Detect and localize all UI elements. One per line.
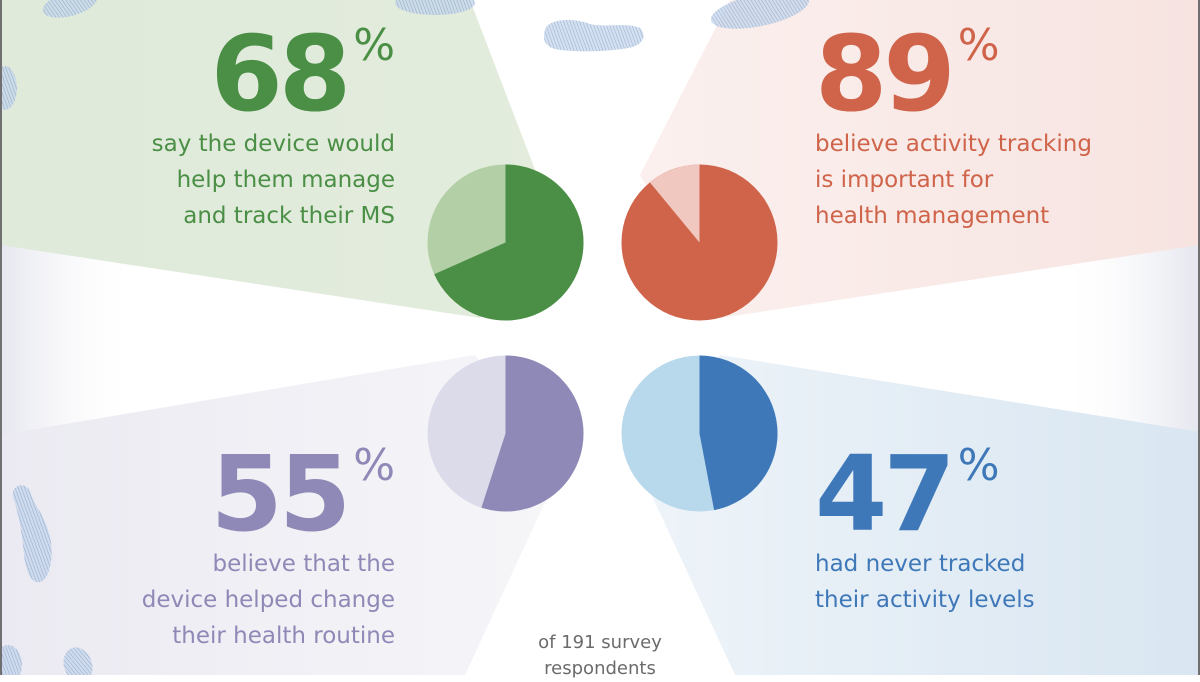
stat-block-purple: 55% believe that the device helped chang…	[120, 442, 395, 654]
survey-footnote: of 191 survey respondents	[538, 632, 662, 679]
stat-block-blue: 47% had never tracked their activity lev…	[815, 442, 1115, 618]
stat-description: had never tracked their activity levels	[815, 551, 1035, 613]
stat-description: believe activity tracking is important f…	[815, 131, 1092, 229]
pie-chart-blue	[621, 355, 778, 512]
pie-slice-green-value	[434, 164, 584, 321]
stat-number: 55	[210, 433, 351, 555]
stat-number: 47	[815, 433, 956, 555]
stat-block-green: 68% say the device would help them manag…	[140, 22, 395, 234]
stat-description: say the device would help them manage an…	[151, 131, 395, 229]
right-border	[1198, 0, 1200, 675]
pie-chart-red	[621, 164, 778, 321]
stat-block-red: 89% believe activity tracking is importa…	[815, 22, 1115, 234]
stat-number: 68	[210, 13, 351, 135]
pie-slice-blue-value	[699, 355, 778, 511]
pie-chart-purple	[427, 355, 584, 512]
stat-number: 89	[815, 13, 956, 135]
pie-slice-red-remainder	[649, 164, 700, 243]
percent-sign: %	[353, 20, 395, 71]
stat-description: believe that the device helped change th…	[141, 551, 395, 649]
percent-sign: %	[353, 440, 395, 491]
percent-sign: %	[957, 440, 1000, 491]
footprint-icon	[0, 0, 810, 675]
percent-sign: %	[957, 20, 1000, 71]
left-border	[0, 0, 2, 675]
pie-chart-green	[427, 164, 584, 321]
pie-slice-purple-value	[481, 355, 584, 512]
